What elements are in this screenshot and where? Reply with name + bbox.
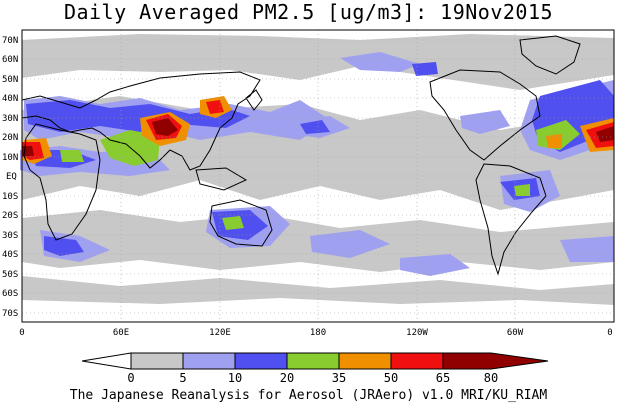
colorbar-segment-5 — [338, 352, 392, 370]
map-title: Daily Averaged PM2.5 [ug/m3]: 19Nov2015 — [63, 0, 554, 24]
greenland-coast — [519, 35, 581, 75]
colorbar-segment-2 — [182, 352, 236, 370]
colorbar-segment-7 — [442, 352, 549, 370]
colorbar-label: 5 — [179, 371, 186, 385]
colorbar-label: 65 — [436, 371, 450, 385]
colorbar-label: 10 — [228, 371, 242, 385]
footer-credit: The Japanese Reanalysis for Aerosol (JRA… — [69, 388, 548, 403]
lon-label: 180 — [310, 328, 326, 338]
lat-label: 70N — [2, 36, 18, 46]
colorbar-segment-0 — [81, 352, 132, 370]
lon-label: 0 — [19, 328, 24, 338]
australia-coast — [209, 199, 273, 247]
coastlines — [21, 35, 581, 276]
north-america-coast — [429, 69, 541, 161]
colorbar-label: 20 — [280, 371, 294, 385]
colorbar-segment-6 — [390, 352, 444, 370]
map-frame — [21, 29, 615, 323]
lon-label: 60E — [113, 328, 129, 338]
lon-label: 120W — [406, 328, 428, 338]
colorbar-label: 80 — [484, 371, 498, 385]
lat-label: 20S — [2, 211, 18, 221]
africa-coast — [23, 123, 101, 241]
lat-label: 70S — [2, 309, 18, 319]
south-america-coast — [475, 163, 547, 276]
lat-label: 30N — [2, 114, 18, 124]
colorbar-label: 50 — [384, 371, 398, 385]
lat-label: 60N — [2, 55, 18, 65]
colorbar-segment-3 — [234, 352, 288, 370]
lat-label: 40N — [2, 94, 18, 104]
lat-label: EQ — [6, 172, 17, 182]
colorbar-label: 35 — [332, 371, 346, 385]
lat-label: 40S — [2, 250, 18, 260]
lon-label: 0 — [607, 328, 612, 338]
lat-label: 10S — [2, 192, 18, 202]
pm25-darkred-field — [22, 118, 614, 156]
lat-label: 10N — [2, 153, 18, 163]
lat-label: 50S — [2, 270, 18, 280]
latitude-labels: 70N 60N 50N 40N 30N 20N 10N EQ 10S 20S 3… — [2, 36, 18, 319]
lon-label: 60W — [507, 328, 524, 338]
indonesia-coast — [195, 167, 248, 191]
pm25-blue-field — [26, 62, 614, 256]
lat-label: 20N — [2, 133, 18, 143]
graticule — [22, 30, 614, 322]
lat-label: 30S — [2, 231, 18, 241]
colorbar-segment-1 — [130, 352, 184, 370]
colorbar-segment-4 — [286, 352, 340, 370]
lat-label: 60S — [2, 289, 18, 299]
lat-label: 50N — [2, 75, 18, 85]
lon-label: 120E — [209, 328, 231, 338]
japan-coast — [245, 89, 263, 111]
eurasia-coast — [21, 71, 261, 171]
colorbar: 0 5 10 20 35 50 65 80 — [81, 352, 549, 385]
colorbar-label: 0 — [127, 371, 134, 385]
longitude-labels: 0 60E 120E 180 120W 60W 0 — [19, 328, 612, 338]
